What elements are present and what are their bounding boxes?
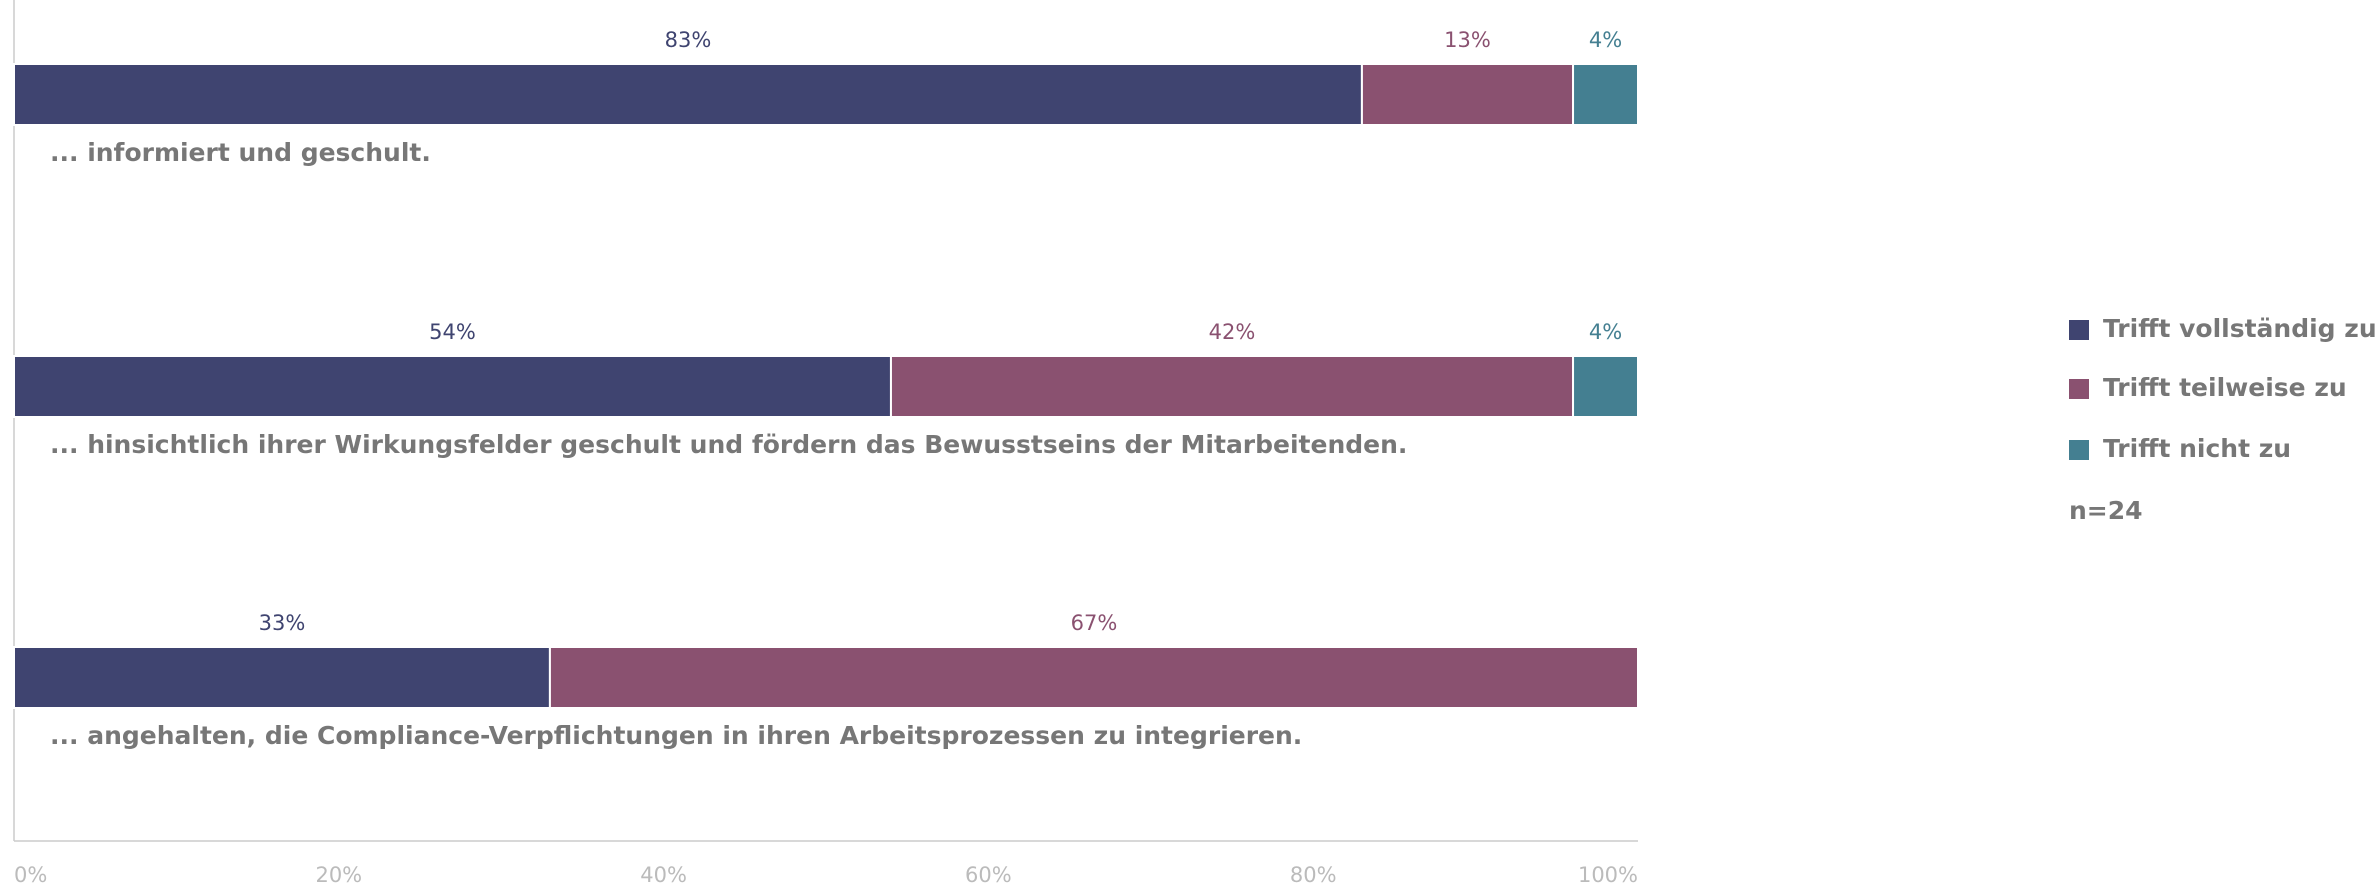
value-label: 42% bbox=[1209, 320, 1256, 344]
bar-segment bbox=[13, 646, 551, 709]
category-label: ... angehalten, die Compliance-Verpflich… bbox=[50, 721, 1302, 750]
category-label: ... hinsichtlich ihrer Wirkungsfelder ge… bbox=[50, 430, 1407, 459]
x-tick-label: 0% bbox=[14, 863, 47, 887]
bar-segment bbox=[1572, 63, 1640, 126]
bar-segment bbox=[13, 355, 892, 418]
x-tick-label: 100% bbox=[1578, 863, 1638, 887]
note: n=24 bbox=[2069, 496, 2143, 525]
bar-segment bbox=[548, 646, 1639, 709]
value-label: 54% bbox=[429, 320, 476, 344]
value-label: 13% bbox=[1444, 28, 1491, 52]
x-tick-label: 80% bbox=[1290, 863, 1337, 887]
legend-label: Trifft teilweise zu bbox=[2103, 373, 2347, 402]
legend-swatch bbox=[2069, 379, 2089, 399]
value-label: 33% bbox=[259, 611, 306, 635]
value-label: 83% bbox=[665, 28, 712, 52]
value-label: 4% bbox=[1589, 320, 1622, 344]
legend-label: Trifft vollständig zu bbox=[2103, 314, 2375, 343]
category-label: ... informiert und geschult. bbox=[50, 138, 431, 167]
bar-segment bbox=[1572, 355, 1640, 418]
legend-swatch bbox=[2069, 440, 2089, 460]
x-tick-label: 20% bbox=[315, 863, 362, 887]
x-tick-label: 40% bbox=[640, 863, 687, 887]
bar-segment bbox=[1360, 63, 1575, 126]
bar-segment bbox=[889, 355, 1575, 418]
legend-label: Trifft nicht zu bbox=[2103, 434, 2291, 463]
x-tick-label: 60% bbox=[965, 863, 1012, 887]
value-label: 4% bbox=[1589, 28, 1622, 52]
bar-segment bbox=[13, 63, 1363, 126]
legend-swatch bbox=[2069, 320, 2089, 340]
value-label: 67% bbox=[1071, 611, 1118, 635]
